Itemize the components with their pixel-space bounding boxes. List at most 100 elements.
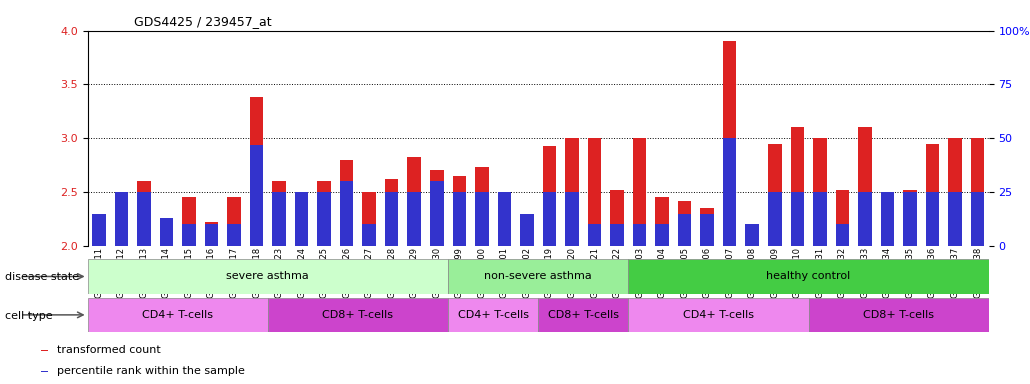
Text: GDS4425 / 239457_at: GDS4425 / 239457_at bbox=[134, 15, 272, 28]
Bar bbox=[114, 192, 128, 246]
Bar bbox=[746, 238, 759, 246]
Bar bbox=[497, 195, 511, 246]
Bar bbox=[272, 192, 285, 246]
Bar bbox=[88, 298, 268, 332]
Bar bbox=[632, 224, 647, 246]
Bar bbox=[92, 214, 105, 246]
Bar bbox=[949, 138, 962, 246]
Bar bbox=[363, 224, 376, 246]
Text: disease state: disease state bbox=[5, 272, 79, 282]
Text: cell type: cell type bbox=[5, 311, 53, 321]
Bar bbox=[678, 214, 691, 246]
Text: non-severe asthma: non-severe asthma bbox=[484, 271, 592, 281]
Bar bbox=[768, 192, 782, 246]
Bar bbox=[385, 192, 399, 246]
Bar bbox=[340, 181, 353, 246]
Bar bbox=[903, 190, 917, 246]
Bar bbox=[588, 138, 602, 246]
Bar bbox=[114, 192, 128, 246]
Bar bbox=[949, 192, 962, 246]
Bar bbox=[538, 298, 628, 332]
Bar bbox=[881, 195, 894, 246]
Text: severe asthma: severe asthma bbox=[227, 271, 309, 281]
Bar bbox=[160, 218, 173, 246]
Bar bbox=[340, 160, 353, 246]
Bar bbox=[520, 214, 534, 246]
Bar bbox=[448, 259, 628, 294]
Bar bbox=[88, 259, 448, 294]
Bar bbox=[903, 192, 917, 246]
Bar bbox=[452, 176, 466, 246]
Bar bbox=[926, 192, 939, 246]
Bar bbox=[228, 224, 241, 246]
Bar bbox=[813, 192, 826, 246]
Bar bbox=[926, 144, 939, 246]
Text: CD8+ T-cells: CD8+ T-cells bbox=[863, 310, 934, 320]
Bar bbox=[205, 224, 218, 246]
Bar bbox=[137, 192, 150, 246]
Bar bbox=[791, 127, 804, 246]
Bar bbox=[448, 298, 538, 332]
Text: CD4+ T-cells: CD4+ T-cells bbox=[457, 310, 528, 320]
Bar bbox=[228, 197, 241, 246]
Bar bbox=[452, 192, 466, 246]
Bar bbox=[835, 190, 849, 246]
Bar bbox=[497, 192, 511, 246]
Bar bbox=[791, 192, 804, 246]
Bar bbox=[41, 350, 48, 351]
Text: CD4+ T-cells: CD4+ T-cells bbox=[142, 310, 213, 320]
Bar bbox=[678, 200, 691, 246]
Bar bbox=[723, 138, 736, 246]
Bar bbox=[408, 192, 421, 246]
Bar bbox=[137, 181, 150, 246]
Bar bbox=[813, 138, 826, 246]
Bar bbox=[268, 298, 448, 332]
Text: CD8+ T-cells: CD8+ T-cells bbox=[548, 310, 619, 320]
Bar bbox=[970, 138, 985, 246]
Bar bbox=[768, 144, 782, 246]
Bar bbox=[746, 224, 759, 246]
Bar bbox=[588, 224, 602, 246]
Text: transformed count: transformed count bbox=[57, 345, 161, 355]
Bar bbox=[520, 214, 534, 246]
Bar bbox=[970, 192, 985, 246]
Bar bbox=[249, 98, 264, 246]
Bar bbox=[881, 192, 894, 246]
Bar bbox=[628, 298, 809, 332]
Bar bbox=[610, 190, 624, 246]
Bar bbox=[182, 197, 196, 246]
Bar bbox=[363, 192, 376, 246]
Bar bbox=[92, 235, 105, 246]
Bar bbox=[610, 224, 624, 246]
Bar bbox=[385, 179, 399, 246]
Bar bbox=[431, 181, 444, 246]
Bar bbox=[565, 192, 579, 246]
Text: CD8+ T-cells: CD8+ T-cells bbox=[322, 310, 393, 320]
Bar bbox=[835, 224, 849, 246]
Bar bbox=[543, 146, 556, 246]
Bar bbox=[408, 157, 421, 246]
Text: CD4+ T-cells: CD4+ T-cells bbox=[683, 310, 754, 320]
Bar bbox=[565, 138, 579, 246]
Bar bbox=[655, 224, 668, 246]
Bar bbox=[272, 181, 285, 246]
Bar bbox=[475, 192, 488, 246]
Bar bbox=[317, 181, 331, 246]
Bar bbox=[182, 224, 196, 246]
Bar bbox=[41, 371, 48, 372]
Bar bbox=[295, 192, 308, 246]
Bar bbox=[543, 192, 556, 246]
Text: healthy control: healthy control bbox=[766, 271, 851, 281]
Bar bbox=[858, 192, 871, 246]
Bar bbox=[809, 298, 989, 332]
Bar bbox=[160, 221, 173, 246]
Bar bbox=[723, 41, 736, 246]
Bar bbox=[700, 214, 714, 246]
Bar bbox=[431, 170, 444, 246]
Bar bbox=[858, 127, 871, 246]
Bar bbox=[655, 197, 668, 246]
Bar bbox=[317, 192, 331, 246]
Text: percentile rank within the sample: percentile rank within the sample bbox=[57, 366, 245, 376]
Bar bbox=[205, 222, 218, 246]
Bar bbox=[700, 208, 714, 246]
